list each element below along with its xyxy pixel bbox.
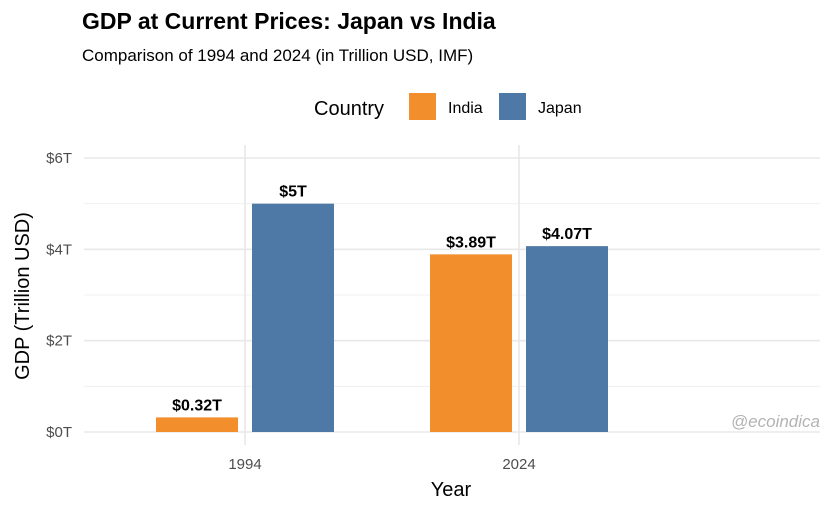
legend: Country India Japan [314, 93, 582, 120]
legend-title: Country [314, 98, 384, 120]
bar-india-1994 [156, 417, 238, 432]
bars [156, 203, 608, 432]
y-axis-title: GDP (Trillion USD) [12, 212, 34, 380]
major-gridlines [84, 145, 820, 445]
watermark: @ecoindica [731, 412, 820, 431]
y-axis-ticks: $0T $2T $4T $6T [46, 150, 72, 441]
bar-value-label: $0.32T [172, 397, 222, 414]
y-tick-label: $0T [46, 424, 72, 441]
legend-label-japan: Japan [538, 100, 582, 117]
bar-india-2024 [430, 254, 512, 432]
y-tick-label: $2T [46, 333, 72, 350]
bar-value-label: $3.89T [446, 234, 496, 251]
legend-swatch-japan [499, 93, 526, 120]
bar-japan-1994 [252, 203, 334, 432]
chart-subtitle: Comparison of 1994 and 2024 (in Trillion… [82, 46, 474, 65]
bar-value-label: $5T [279, 184, 307, 201]
x-tick-label: 1994 [228, 456, 261, 473]
x-axis-title: Year [431, 479, 472, 501]
legend-swatch-india [409, 93, 436, 120]
bar-japan-2024 [526, 246, 608, 432]
x-axis-ticks: 1994 2024 [228, 456, 535, 473]
bar-labels: $0.32T $3.89T $5T $4.07T [172, 184, 592, 415]
y-tick-label: $6T [46, 150, 72, 167]
chart-title: GDP at Current Prices: Japan vs India [82, 8, 496, 34]
legend-label-india: India [448, 100, 483, 117]
y-tick-label: $4T [46, 241, 72, 258]
bar-value-label: $4.07T [542, 226, 592, 243]
x-tick-label: 2024 [502, 456, 535, 473]
